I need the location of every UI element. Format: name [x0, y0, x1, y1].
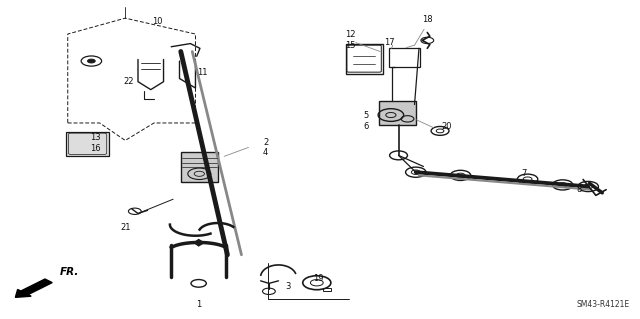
Text: 8: 8: [576, 185, 581, 194]
Text: 11: 11: [196, 68, 207, 77]
Text: 3: 3: [285, 282, 291, 291]
Text: 20: 20: [441, 122, 452, 131]
Text: 13: 13: [90, 133, 100, 142]
Polygon shape: [194, 240, 204, 246]
FancyBboxPatch shape: [380, 101, 417, 125]
Text: 19: 19: [314, 274, 324, 283]
Text: 15: 15: [346, 41, 356, 50]
Text: 16: 16: [90, 144, 100, 153]
FancyBboxPatch shape: [180, 152, 218, 182]
Text: 6: 6: [364, 122, 369, 131]
Text: 7: 7: [522, 169, 527, 178]
Text: 18: 18: [422, 15, 433, 24]
Text: 21: 21: [120, 223, 131, 232]
FancyBboxPatch shape: [66, 132, 109, 156]
Text: 12: 12: [346, 31, 356, 40]
Circle shape: [88, 59, 95, 63]
Text: 5: 5: [364, 111, 369, 120]
Text: 1: 1: [196, 300, 202, 308]
FancyArrow shape: [15, 279, 52, 297]
Text: SM43-R4121E: SM43-R4121E: [577, 300, 630, 309]
Text: 2: 2: [263, 137, 268, 146]
Text: FR.: FR.: [60, 267, 79, 277]
Text: 4: 4: [263, 148, 268, 157]
Text: 10: 10: [152, 17, 163, 26]
Text: 22: 22: [123, 77, 134, 86]
Text: 17: 17: [383, 38, 394, 47]
